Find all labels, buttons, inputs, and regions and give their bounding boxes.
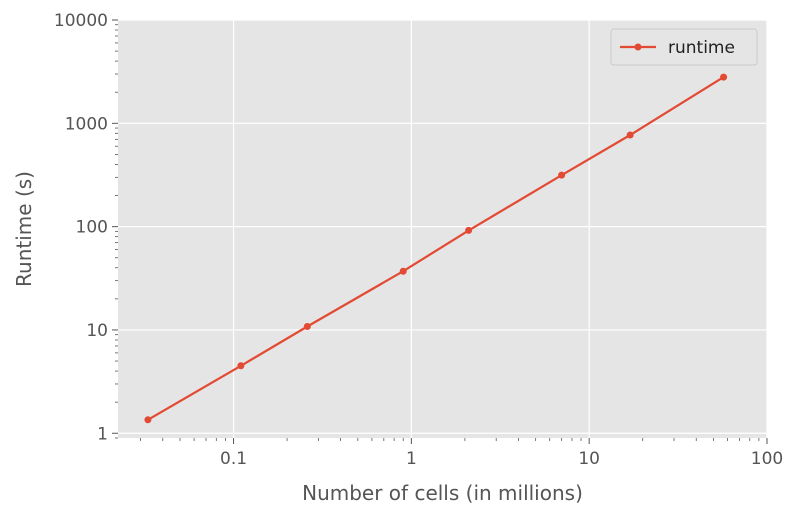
legend: runtime [610, 28, 758, 66]
axis-ticks: 0.1 1 10 100 1 10 100 1000 10000 [54, 11, 783, 469]
x-axis-label: Number of cells (in millions) [302, 481, 583, 505]
data-point [626, 131, 634, 139]
data-point [720, 73, 728, 81]
x-tick-label: 100 [751, 449, 783, 469]
y-tick-label: 10 [86, 321, 108, 341]
data-point [144, 416, 152, 424]
data-point [558, 171, 566, 179]
legend-box [610, 28, 758, 66]
x-tick-label: 0.1 [220, 449, 247, 469]
y-tick-label: 100 [76, 218, 108, 238]
data-point [399, 267, 407, 275]
plot-area [118, 20, 767, 438]
y-axis-label: Runtime (s) [12, 171, 36, 287]
y-tick-label: 1 [97, 424, 108, 444]
x-tick-label: 10 [578, 449, 600, 469]
series-line-runtime [147, 76, 725, 421]
x-tick-label: 1 [406, 449, 417, 469]
legend-marker-swatch [634, 43, 642, 51]
data-point [465, 226, 473, 234]
y-tick-label: 1000 [65, 114, 108, 134]
series-layer [144, 73, 728, 424]
data-point [303, 323, 311, 331]
grid-lines [118, 19, 768, 438]
legend-label: runtime [668, 38, 735, 58]
y-tick-label: 10000 [54, 11, 108, 31]
data-point [237, 362, 245, 370]
